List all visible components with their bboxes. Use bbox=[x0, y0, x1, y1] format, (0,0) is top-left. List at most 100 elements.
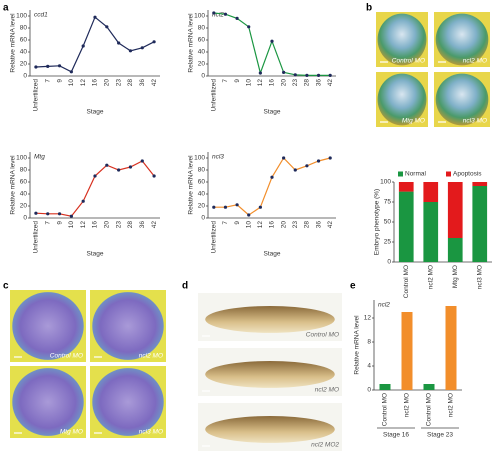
x-tick-label: 42 bbox=[151, 79, 158, 87]
bar-segment bbox=[472, 182, 488, 186]
chart-title: Mtg bbox=[34, 154, 45, 161]
embryo bbox=[435, 13, 489, 66]
x-tick-label: 23 bbox=[115, 221, 122, 229]
point bbox=[140, 46, 144, 50]
bar-segment bbox=[423, 202, 439, 262]
x-tick-label: 20 bbox=[280, 79, 287, 87]
panel-label: e bbox=[350, 281, 356, 292]
x-tick-label: 28 bbox=[127, 79, 134, 87]
x-tick-label: ncl3 MO bbox=[476, 265, 483, 289]
y-tick-label: 20 bbox=[198, 61, 206, 68]
photo-label: ncl2 MO bbox=[139, 353, 163, 360]
chart-title: ncl2 bbox=[212, 12, 224, 19]
panel-label: d bbox=[182, 281, 188, 292]
group-label: Stage 16 bbox=[383, 432, 409, 439]
y-tick-label: 100 bbox=[16, 13, 27, 20]
embryo bbox=[12, 292, 84, 360]
point bbox=[105, 163, 109, 167]
point bbox=[235, 16, 239, 20]
line bbox=[213, 157, 331, 216]
x-tick-label: 42 bbox=[151, 221, 158, 229]
embryo bbox=[92, 292, 164, 360]
x-tick-label: 20 bbox=[104, 221, 111, 229]
embryo bbox=[377, 13, 427, 66]
bar-segment bbox=[472, 186, 488, 262]
x-tick-label: Control MO bbox=[426, 393, 433, 426]
x-tick-label: 42 bbox=[327, 79, 334, 87]
x-tick-label: 16 bbox=[269, 221, 276, 229]
x-tick-label: 28 bbox=[304, 221, 311, 229]
y-axis-label: Relative mRNA level bbox=[188, 155, 195, 215]
bar bbox=[445, 306, 457, 390]
y-tick-label: 4 bbox=[367, 363, 371, 370]
point bbox=[270, 39, 274, 43]
point bbox=[212, 11, 216, 15]
x-axis-label: Stage bbox=[87, 251, 104, 258]
point bbox=[328, 73, 332, 77]
y-tick-label: 100 bbox=[380, 179, 391, 186]
panel-label: c bbox=[3, 281, 9, 292]
photo-label: ncl3 MO bbox=[139, 429, 163, 436]
point bbox=[293, 168, 297, 172]
point bbox=[258, 71, 262, 75]
x-tick-label: 36 bbox=[139, 79, 146, 87]
x-tick-label: Unfertilized bbox=[211, 79, 218, 112]
x-tick-label: 20 bbox=[280, 221, 287, 229]
line bbox=[35, 160, 155, 217]
bar bbox=[423, 384, 435, 390]
photo-label: ncl2 MO bbox=[315, 387, 339, 394]
panel-label: b bbox=[366, 3, 372, 14]
point bbox=[69, 70, 73, 74]
y-tick-label: 80 bbox=[20, 167, 28, 174]
y-tick-label: 25 bbox=[384, 239, 392, 246]
x-tick-label: 23 bbox=[292, 221, 299, 229]
point bbox=[81, 199, 85, 203]
y-tick-label: 100 bbox=[16, 155, 27, 162]
y-tick-label: 40 bbox=[20, 191, 28, 198]
point bbox=[223, 205, 228, 209]
x-tick-label: Control MO bbox=[382, 393, 389, 426]
x-tick-label: 10 bbox=[68, 79, 75, 87]
y-tick-label: 20 bbox=[20, 61, 28, 68]
point bbox=[34, 211, 38, 215]
x-tick-label: 23 bbox=[292, 79, 299, 87]
embryo bbox=[12, 368, 84, 436]
x-tick-label: 12 bbox=[257, 221, 264, 229]
y-tick-label: 0 bbox=[201, 73, 205, 80]
y-tick-label: 0 bbox=[23, 73, 27, 80]
legend-swatch bbox=[446, 171, 451, 177]
y-tick-label: 0 bbox=[367, 387, 371, 394]
x-axis-label: Stage bbox=[87, 109, 104, 116]
y-axis-label: Relative mRNA level bbox=[10, 13, 17, 73]
point bbox=[258, 205, 262, 209]
x-tick-label: 42 bbox=[327, 221, 334, 229]
bar-segment bbox=[398, 182, 414, 192]
y-tick-label: 80 bbox=[198, 25, 206, 32]
legend-label: Apoptosis bbox=[453, 171, 482, 178]
point bbox=[128, 165, 133, 169]
point bbox=[57, 212, 62, 216]
chart-title: ccd1 bbox=[34, 12, 48, 19]
y-tick-label: 75 bbox=[384, 199, 392, 206]
y-axis-label: Relative mRNA level bbox=[10, 155, 17, 215]
point bbox=[93, 174, 97, 178]
photo-label: Mtg MO bbox=[60, 429, 83, 436]
tadpole bbox=[205, 305, 335, 333]
x-tick-label: 23 bbox=[115, 79, 122, 87]
legend-swatch bbox=[398, 171, 403, 177]
x-tick-label: 9 bbox=[234, 79, 241, 83]
embryo bbox=[92, 368, 164, 436]
bar bbox=[379, 384, 391, 390]
y-tick-label: 80 bbox=[20, 25, 28, 32]
x-axis-label: Stage bbox=[264, 251, 281, 258]
x-tick-label: 28 bbox=[304, 79, 311, 87]
bar-segment bbox=[447, 182, 463, 238]
point bbox=[34, 65, 38, 69]
x-tick-label: Control MO bbox=[403, 265, 410, 298]
x-tick-label: Unfertilized bbox=[33, 221, 40, 254]
y-tick-label: 0 bbox=[201, 215, 205, 222]
point bbox=[316, 159, 321, 163]
x-tick-label: 20 bbox=[104, 79, 111, 87]
y-tick-label: 12 bbox=[364, 315, 372, 322]
